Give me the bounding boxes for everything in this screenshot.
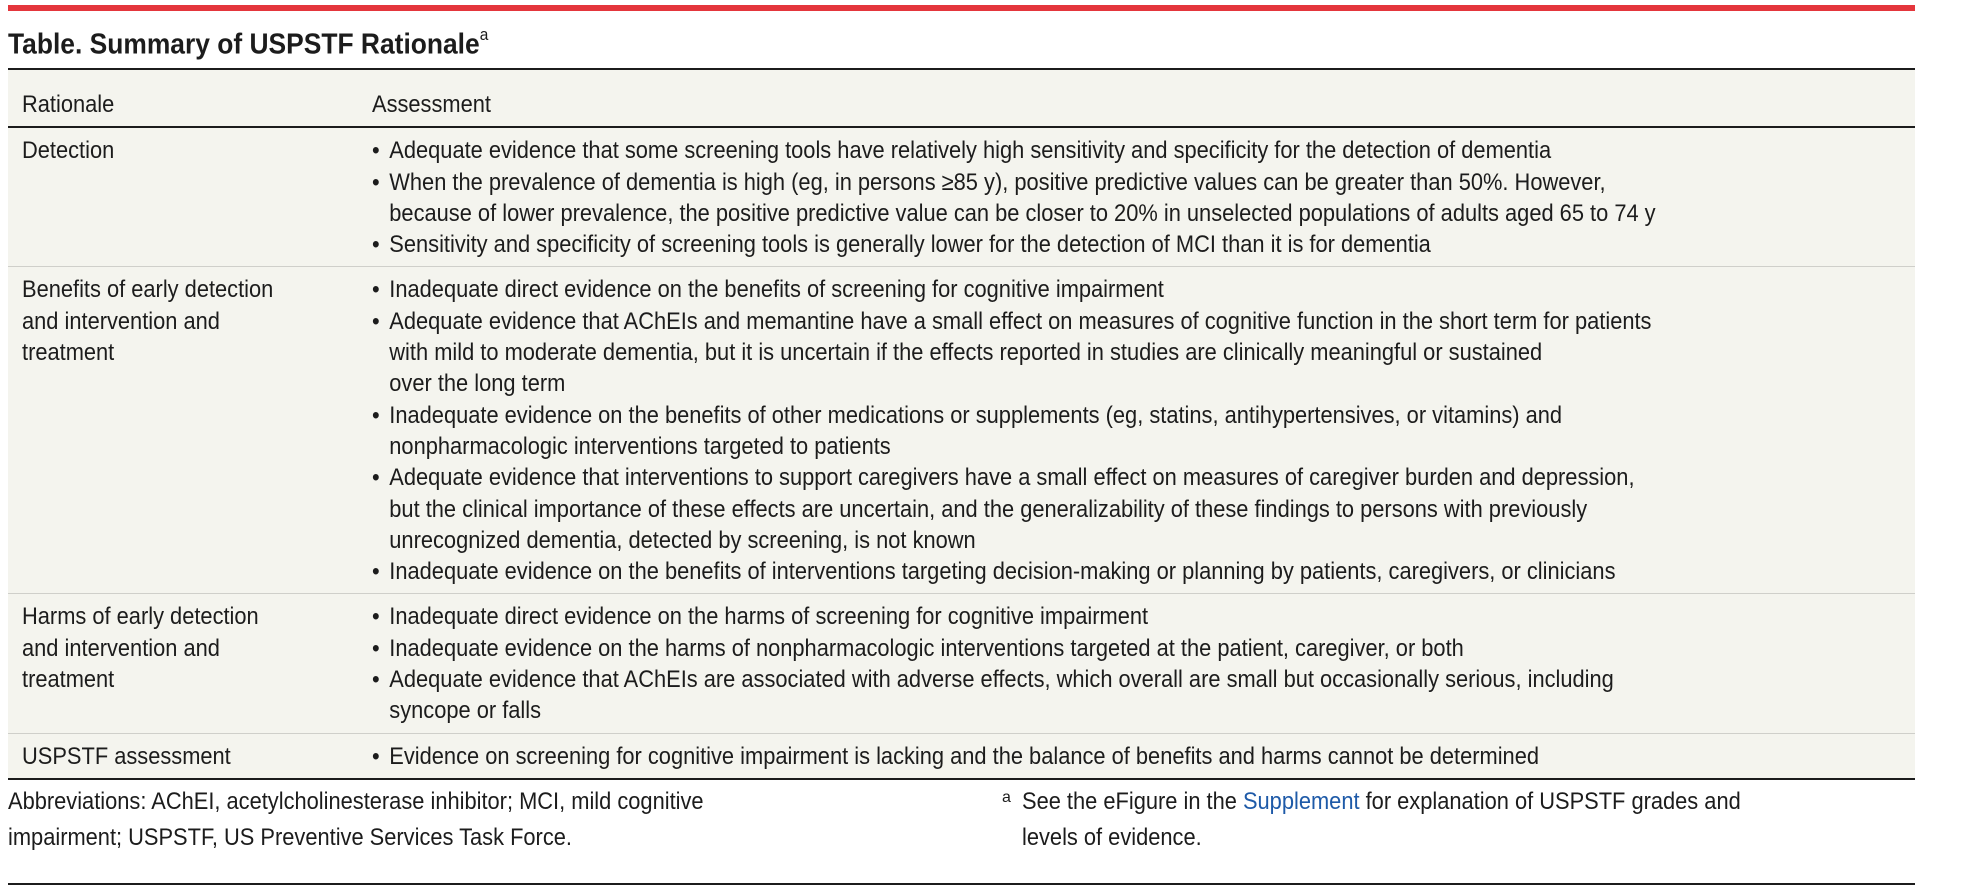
footnote-a: a See the eFigure in the Supplement for … <box>1002 784 1915 856</box>
assessment-bullet: • Adequate evidence that AChEIs and meman… <box>372 306 1776 400</box>
bullet-icon: • <box>372 276 380 304</box>
bullet-icon: • <box>372 168 380 196</box>
footnote-marker: a <box>479 25 489 44</box>
footnote-text: See the eFigure in the <box>1022 788 1243 815</box>
bullet-line: unrecognized dementia, detected by scree… <box>389 526 976 554</box>
table-row: Harms of early detection and intervention… <box>8 594 1915 734</box>
assessment-bullet: • Inadequate evidence on the benefits of … <box>372 400 1776 463</box>
table-header-row: Rationale Assessment <box>8 70 1915 129</box>
bullet-line: Adequate evidence that AChEIs and memant… <box>389 307 1652 335</box>
assessment-bullet: • Adequate evidence that AChEIs are assoc… <box>372 664 1776 727</box>
table-row: USPSTF assessment • Evidence on screening … <box>8 734 1915 778</box>
rationale-line: USPSTF assessment <box>22 742 231 770</box>
bullet-line: Adequate evidence that AChEIs are associ… <box>389 666 1614 694</box>
abbreviations-note: Abbreviations: AChEI, acetylcholinestera… <box>8 784 1002 856</box>
assessment-bullet: • Adequate evidence that interventions to… <box>372 462 1776 556</box>
abbreviations-line: Abbreviations: AChEI, acetylcholinestera… <box>8 788 704 815</box>
assessment-bullet: • Evidence on screening for cognitive imp… <box>372 741 1776 772</box>
footnote-a-marker: a <box>1002 789 1011 806</box>
assessment-bullet: • Inadequate direct evidence on the benef… <box>372 274 1776 305</box>
bullet-icon: • <box>372 742 380 770</box>
rationale-line: Detection <box>22 137 115 165</box>
bullet-line: syncope or falls <box>389 697 542 725</box>
rationale-line: and intervention and <box>22 307 220 335</box>
bullet-icon: • <box>372 603 380 631</box>
bullet-icon: • <box>372 401 380 429</box>
rationale-line: and intervention and <box>22 634 220 662</box>
bullet-icon: • <box>372 137 380 165</box>
bullet-line: because of lower prevalence, the positiv… <box>389 199 1656 227</box>
bullet-line: Sensitivity and specificity of screening… <box>389 231 1431 259</box>
table-footnotes: Abbreviations: AChEI, acetylcholinestera… <box>8 784 1915 856</box>
bullet-line: When the prevalence of dementia is high … <box>389 168 1606 196</box>
assessment-cell: • Inadequate direct evidence on the benef… <box>372 274 1915 587</box>
footnote-text: levels of evidence. <box>1022 824 1202 851</box>
bullet-line: Inadequate evidence on the harms of nonp… <box>389 634 1464 662</box>
assessment-bullet: • Inadequate evidence on the harms of non… <box>372 633 1776 664</box>
rationale-line: treatment <box>22 339 115 367</box>
bullet-icon: • <box>372 231 380 259</box>
bullet-line: Inadequate evidence on the benefits of o… <box>389 401 1563 429</box>
accent-bar <box>8 5 1915 11</box>
rationale-line: treatment <box>22 666 115 694</box>
footnote-text: for explanation of USPSTF grades and <box>1359 788 1741 815</box>
table-row: Detection • Adequate evidence that some sc… <box>8 128 1915 268</box>
bullet-line: over the long term <box>389 370 566 398</box>
supplement-link[interactable]: Supplement <box>1242 788 1360 815</box>
bullet-line: Evidence on screening for cognitive impa… <box>389 742 1540 770</box>
table-title: Table. Summary of USPSTF Rationalea <box>8 20 536 61</box>
rationale-line: Harms of early detection <box>22 603 259 631</box>
bullet-line: with mild to moderate dementia, but it i… <box>389 339 1543 367</box>
bullet-line: Inadequate direct evidence on the benefi… <box>389 276 1164 304</box>
table-row: Benefits of early detection and intervent… <box>8 267 1915 595</box>
assessment-bullet: • Inadequate direct evidence on the harms… <box>372 601 1776 632</box>
bullet-line: Adequate evidence that some screening to… <box>389 137 1552 165</box>
bottom-rule <box>8 883 1915 885</box>
bullet-icon: • <box>372 634 380 662</box>
header-assessment: Assessment <box>372 91 491 118</box>
assessment-bullet: • Sensitivity and specificity of screenin… <box>372 229 1776 260</box>
abbreviations-line: impairment; USPSTF, US Preventive Servic… <box>8 824 572 851</box>
bullet-icon: • <box>372 558 380 586</box>
bullet-line: Inadequate evidence on the benefits of i… <box>389 558 1616 586</box>
assessment-bullet: • When the prevalence of dementia is high… <box>372 167 1776 230</box>
bullet-line: but the clinical importance of these eff… <box>389 495 1588 523</box>
assessment-cell: • Adequate evidence that some screening t… <box>372 135 1915 260</box>
assessment-cell: • Evidence on screening for cognitive imp… <box>372 741 1915 772</box>
bullet-icon: • <box>372 464 380 492</box>
rationale-cell: Detection <box>8 135 372 260</box>
bullet-icon: • <box>372 307 380 335</box>
rationale-cell: USPSTF assessment <box>8 741 372 772</box>
summary-table: Rationale Assessment Detection • Adequate … <box>8 68 1915 780</box>
assessment-bullet: • Inadequate evidence on the benefits of … <box>372 556 1776 587</box>
assessment-bullet: • Adequate evidence that some screening t… <box>372 135 1776 166</box>
table-title-text: Table. Summary of USPSTF Rationale <box>8 28 480 61</box>
rationale-line: Benefits of early detection <box>22 276 274 304</box>
bullet-line: Inadequate direct evidence on the harms … <box>389 603 1149 631</box>
bullet-line: nonpharmacologic interventions targeted … <box>389 432 891 460</box>
assessment-cell: • Inadequate direct evidence on the harms… <box>372 601 1915 726</box>
bullet-line: Adequate evidence that interventions to … <box>389 464 1635 492</box>
header-rationale: Rationale <box>22 91 115 118</box>
bullet-icon: • <box>372 666 380 694</box>
rationale-cell: Benefits of early detection and intervent… <box>8 274 372 587</box>
rationale-cell: Harms of early detection and intervention… <box>8 601 372 726</box>
